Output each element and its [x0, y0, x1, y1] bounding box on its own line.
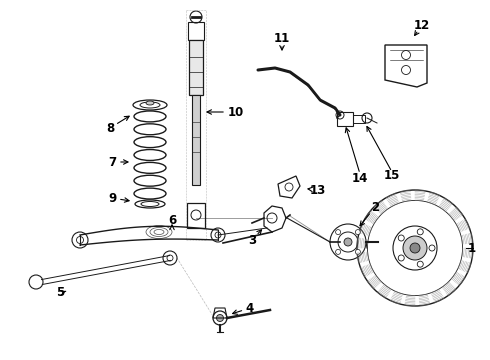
Circle shape	[417, 261, 423, 267]
Text: 2: 2	[371, 201, 379, 213]
Text: 9: 9	[108, 192, 116, 204]
Bar	[187, 203, 205, 228]
Circle shape	[398, 235, 404, 241]
Text: 5: 5	[56, 287, 64, 300]
Bar	[337, 112, 353, 126]
Text: 10: 10	[228, 105, 244, 118]
Text: 1: 1	[468, 242, 476, 255]
Bar	[188, 22, 204, 40]
Text: 13: 13	[310, 184, 326, 197]
Bar	[192, 95, 200, 185]
Bar	[189, 40, 203, 95]
Circle shape	[398, 255, 404, 261]
Text: 15: 15	[384, 168, 400, 181]
Bar	[353, 115, 365, 123]
Text: 11: 11	[274, 32, 290, 45]
Text: 6: 6	[168, 213, 176, 226]
Ellipse shape	[146, 101, 154, 105]
Text: 14: 14	[352, 171, 368, 185]
Text: 8: 8	[106, 122, 114, 135]
Circle shape	[410, 243, 420, 253]
Circle shape	[355, 249, 361, 255]
Text: 3: 3	[248, 234, 256, 247]
Circle shape	[417, 229, 423, 235]
Bar	[186, 10, 206, 240]
Circle shape	[401, 66, 411, 75]
Circle shape	[355, 230, 361, 235]
Text: 4: 4	[246, 302, 254, 315]
Circle shape	[344, 238, 352, 246]
Circle shape	[401, 50, 411, 59]
Circle shape	[429, 245, 435, 251]
Text: 7: 7	[108, 156, 116, 168]
Text: 12: 12	[414, 18, 430, 32]
Circle shape	[336, 249, 341, 255]
Circle shape	[403, 236, 427, 260]
Circle shape	[217, 315, 223, 321]
Circle shape	[336, 230, 341, 235]
